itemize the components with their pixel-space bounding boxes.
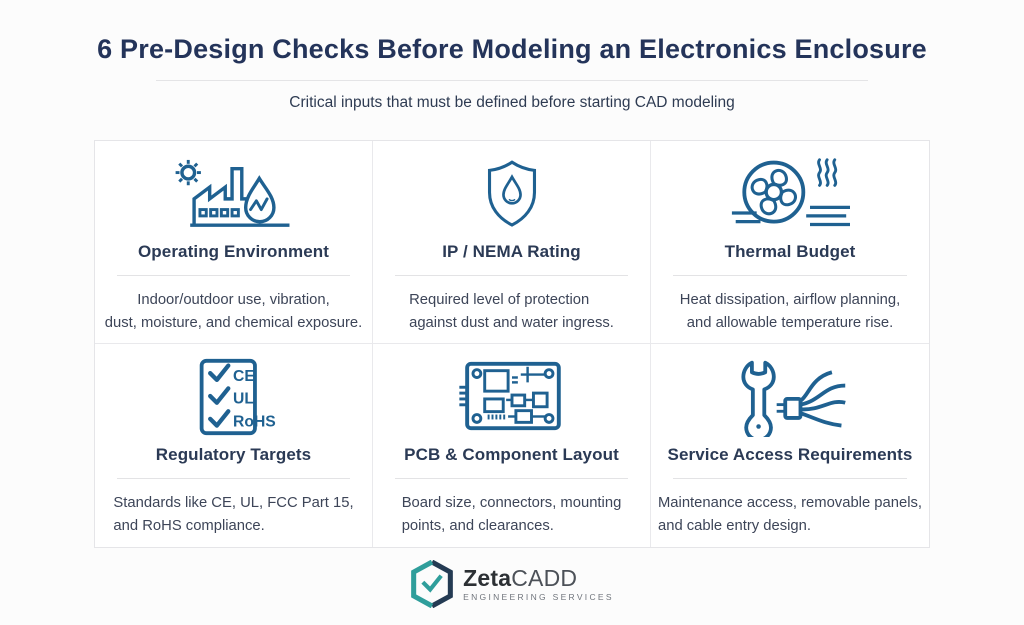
card-divider — [395, 478, 628, 479]
card-description: Indoor/outdoor use, vibration, dust, moi… — [104, 292, 363, 331]
card-title: Regulatory Targets — [155, 445, 312, 464]
card-divider — [395, 275, 628, 276]
card-ip-nema-rating: IP / NEMA Rating Required level of prote… — [373, 141, 651, 344]
card-title: IP / NEMA Rating — [442, 242, 581, 261]
brand-tagline: ENGINEERING SERVICES — [463, 591, 614, 602]
card-title: Service Access Requirements — [667, 445, 913, 464]
card-description: Maintenance access, removable panels, an… — [657, 495, 923, 534]
card-description: Board size, connectors, mounting points,… — [401, 495, 622, 534]
checklist-item-label: UL — [233, 391, 254, 408]
page-subtitle: Critical inputs that must be defined bef… — [289, 94, 735, 111]
card-service-access-requirements: Service Access Requirements Maintenance … — [651, 344, 929, 547]
card-pcb-component-layout: PCB & Component Layout Board size, conne… — [373, 344, 651, 547]
header: 6 Pre-Design Checks Before Modeling an E… — [0, 0, 1024, 112]
card-divider — [673, 478, 907, 479]
brand-footer: ZetaCADD ENGINEERING SERVICES — [0, 560, 1024, 608]
card-regulatory-targets: CE UL RoHS Regulatory Targets Standards … — [95, 344, 373, 547]
card-thermal-budget: Thermal Budget Heat dissipation, airflow… — [651, 141, 929, 344]
checklist-item-label: CE — [233, 368, 255, 385]
factory-sun-droplet-icon — [161, 154, 307, 234]
card-divider — [117, 275, 350, 276]
card-description: Required level of protection against dus… — [409, 292, 614, 331]
card-operating-environment: Operating Environment Indoor/outdoor use… — [95, 141, 373, 344]
shield-droplet-icon — [481, 154, 543, 234]
card-description: Standards like CE, UL, FCC Part 15, and … — [113, 495, 354, 534]
card-divider — [117, 478, 350, 479]
card-title: Thermal Budget — [724, 242, 856, 261]
pcb-board-icon — [456, 357, 568, 437]
brand-text: ZetaCADD ENGINEERING SERVICES — [463, 564, 614, 602]
compliance-checklist-icon: CE UL RoHS — [186, 357, 282, 437]
page-title: 6 Pre-Design Checks Before Modeling an E… — [97, 34, 927, 64]
fan-heat-icon — [725, 154, 855, 234]
brand-name: ZetaCADD — [463, 564, 614, 591]
card-description: Heat dissipation, airflow planning, and … — [679, 292, 901, 331]
checklist-item-label: RoHS — [233, 414, 276, 431]
checks-grid: Operating Environment Indoor/outdoor use… — [94, 140, 930, 548]
wrench-cables-icon — [730, 357, 850, 437]
card-divider — [673, 275, 907, 276]
card-title: PCB & Component Layout — [404, 445, 619, 464]
card-title: Operating Environment — [137, 242, 329, 261]
zetacadd-logo-icon — [410, 560, 454, 608]
brand-name-primary: Zeta — [463, 564, 512, 591]
title-divider — [156, 80, 868, 81]
brand-name-secondary: CADD — [511, 564, 578, 591]
